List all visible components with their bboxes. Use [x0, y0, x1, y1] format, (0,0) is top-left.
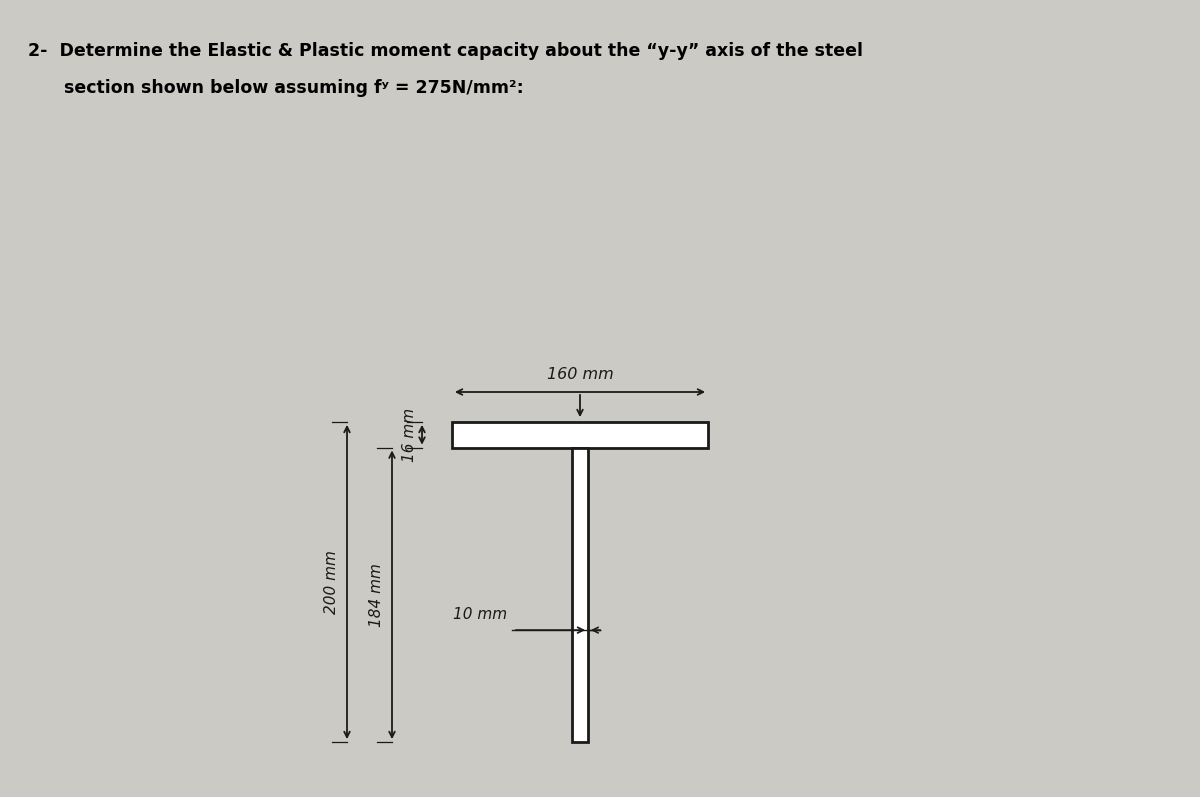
- Text: 184 mm: 184 mm: [370, 563, 384, 626]
- Text: 160 mm: 160 mm: [547, 367, 613, 382]
- Text: 200 mm: 200 mm: [324, 550, 340, 614]
- Text: section shown below assuming fʸ = 275N/mm²:: section shown below assuming fʸ = 275N/m…: [28, 79, 523, 97]
- Bar: [452, 422, 708, 448]
- Text: 2-  Determine the Elastic & Plastic moment capacity about the “y-y” axis of the : 2- Determine the Elastic & Plastic momen…: [28, 42, 863, 60]
- Bar: [572, 448, 588, 742]
- Text: 16 mm: 16 mm: [402, 408, 416, 462]
- Text: 10 mm: 10 mm: [452, 607, 506, 622]
